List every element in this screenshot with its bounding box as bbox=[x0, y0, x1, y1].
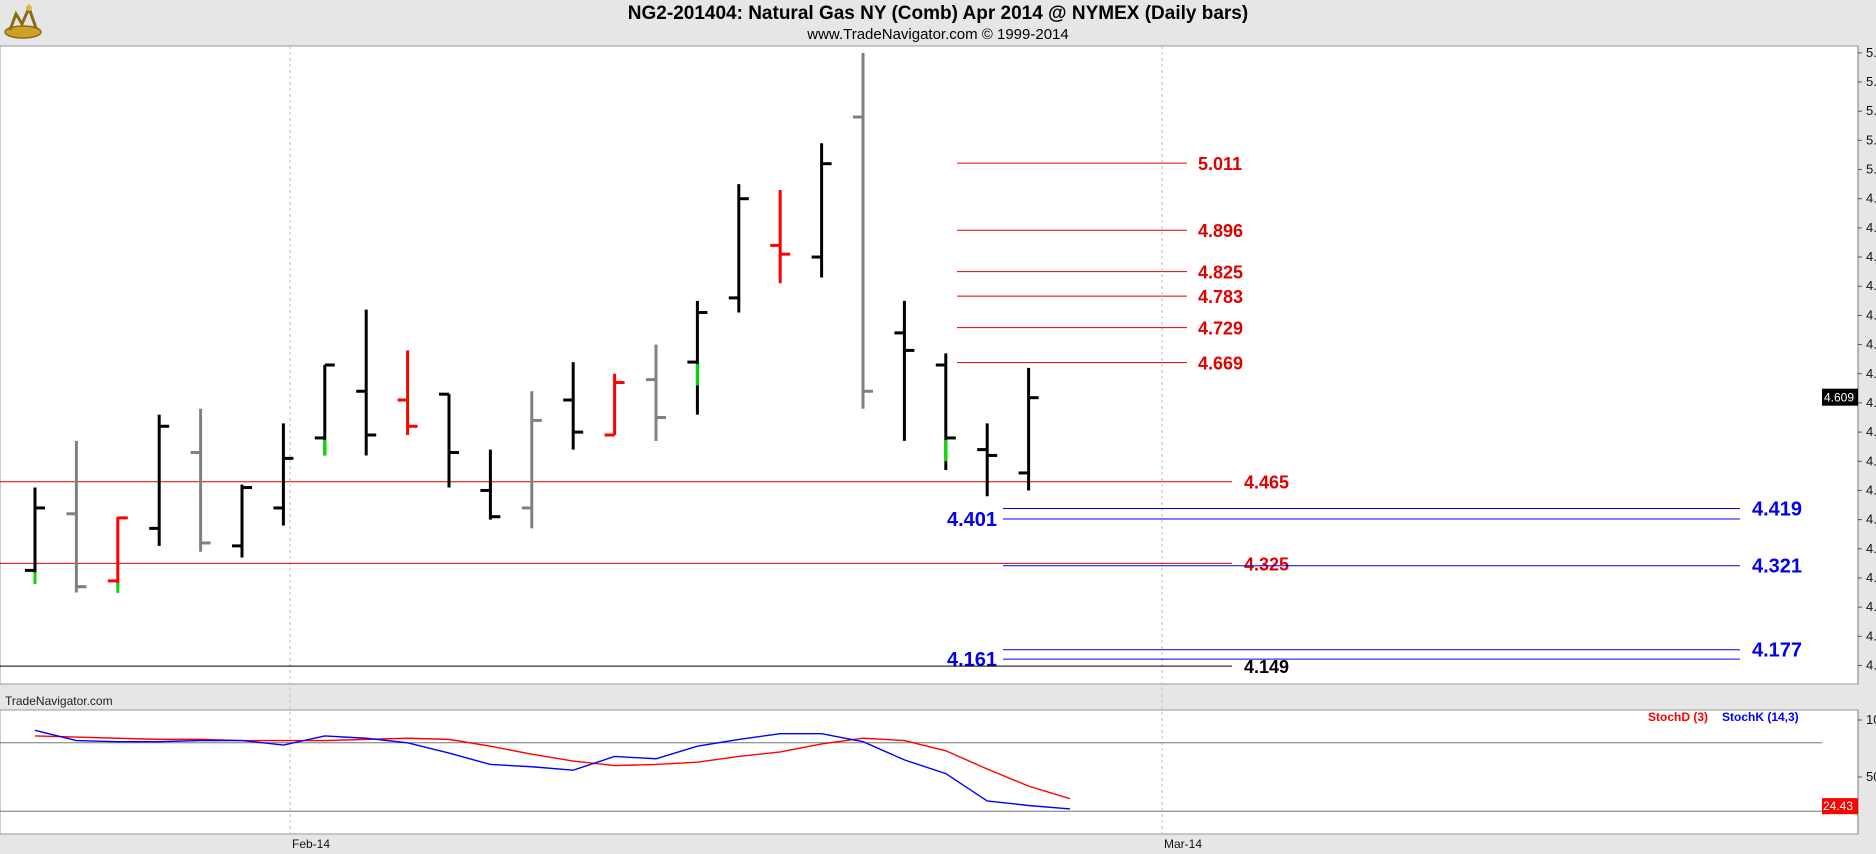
stoch-tick-label: 100 bbox=[1866, 712, 1876, 727]
price-tick-label: 5.050 bbox=[1866, 132, 1876, 147]
last-stoch-label: 24.43 bbox=[1823, 799, 1853, 813]
watermark-label: TradeNavigator.com bbox=[5, 694, 113, 708]
level-label-4.325: 4.325 bbox=[1244, 554, 1289, 574]
price-tick-label: 4.450 bbox=[1866, 482, 1876, 497]
copyright-text: www.TradeNavigator.com © 1999-2014 bbox=[807, 26, 1069, 43]
price-tick-label: 4.350 bbox=[1866, 541, 1876, 556]
price-tick-label: 4.550 bbox=[1866, 424, 1876, 439]
price-tick-label: 4.250 bbox=[1866, 599, 1876, 614]
level-label-4.321: 4.321 bbox=[1752, 556, 1802, 578]
last-price-box bbox=[1822, 388, 1858, 406]
last-price-label: 4.609 bbox=[1824, 391, 1854, 405]
stochastic-layer: 100 50 StochD (3) StochK (14,3) 24.43 bbox=[0, 710, 1876, 834]
price-levels: 5.011 4.896 4.825 4.783 4.729 4.669 4.465 4.325… bbox=[0, 154, 1802, 677]
price-tick-label: 4.600 bbox=[1866, 395, 1876, 410]
level-label-4.669: 4.669 bbox=[1198, 354, 1243, 374]
legend-stochk: StochK (14,3) bbox=[1722, 710, 1799, 724]
price-tick-label: 4.650 bbox=[1866, 366, 1876, 381]
price-axis: 5.200 5.150 5.100 5.050 5.000 4.950 4.900 4.850… bbox=[1822, 45, 1876, 684]
level-label-4.401: 4.401 bbox=[947, 509, 997, 531]
price-tick-label: 4.200 bbox=[1866, 628, 1876, 643]
stoch-line-k bbox=[34, 729, 1071, 810]
level-label-4.729: 4.729 bbox=[1198, 319, 1243, 339]
level-label-4.825: 4.825 bbox=[1198, 263, 1243, 283]
level-label-4.177: 4.177 bbox=[1752, 640, 1802, 662]
price-tick-label: 4.900 bbox=[1866, 220, 1876, 235]
price-tick-label: 4.950 bbox=[1866, 191, 1876, 206]
chart-title: NG2-201404: Natural Gas NY (Comb) Apr 20… bbox=[627, 3, 1249, 24]
price-panel bbox=[0, 45, 1859, 685]
price-tick-label: 4.500 bbox=[1866, 453, 1876, 468]
price-tick-label: 5.000 bbox=[1866, 162, 1876, 177]
price-tick-label: 5.200 bbox=[1866, 45, 1876, 60]
price-tick-label: 5.150 bbox=[1866, 74, 1876, 89]
stoch-line-d bbox=[34, 735, 1071, 800]
level-label-4.783: 4.783 bbox=[1198, 287, 1243, 307]
price-tick-label: 4.700 bbox=[1866, 337, 1876, 352]
price-bars bbox=[25, 52, 1039, 593]
last-stoch-box bbox=[1822, 798, 1858, 815]
price-tick-label: 4.300 bbox=[1866, 570, 1876, 585]
price-tick-label: 4.850 bbox=[1866, 249, 1876, 264]
price-tick-label: 5.100 bbox=[1866, 103, 1876, 118]
date-axis: Feb-14 Mar-14 bbox=[292, 837, 1202, 851]
date-label: Mar-14 bbox=[1164, 837, 1202, 851]
stoch-tick-label: 50 bbox=[1866, 769, 1876, 784]
legend-stochd: StochD (3) bbox=[1648, 710, 1708, 724]
level-label-5.011: 5.011 bbox=[1198, 154, 1242, 174]
chart-header: NG2-201404: Natural Gas NY (Comb) Apr 20… bbox=[0, 0, 1876, 46]
level-label-4.896: 4.896 bbox=[1198, 221, 1243, 241]
price-tick-label: 4.750 bbox=[1866, 307, 1876, 322]
level-label-4.465: 4.465 bbox=[1244, 473, 1289, 493]
stochastic-panel bbox=[0, 709, 1859, 835]
date-label: Feb-14 bbox=[292, 837, 330, 851]
level-label-4.149: 4.149 bbox=[1244, 657, 1289, 677]
price-tick-label: 4.800 bbox=[1866, 278, 1876, 293]
price-tick-label: 4.150 bbox=[1866, 657, 1876, 672]
level-label-4.419: 4.419 bbox=[1752, 499, 1802, 521]
trade-navigator-logo-icon bbox=[2, 2, 44, 42]
level-label-4.161: 4.161 bbox=[947, 649, 997, 671]
price-tick-label: 4.400 bbox=[1866, 512, 1876, 527]
price-grid bbox=[289, 46, 1163, 834]
